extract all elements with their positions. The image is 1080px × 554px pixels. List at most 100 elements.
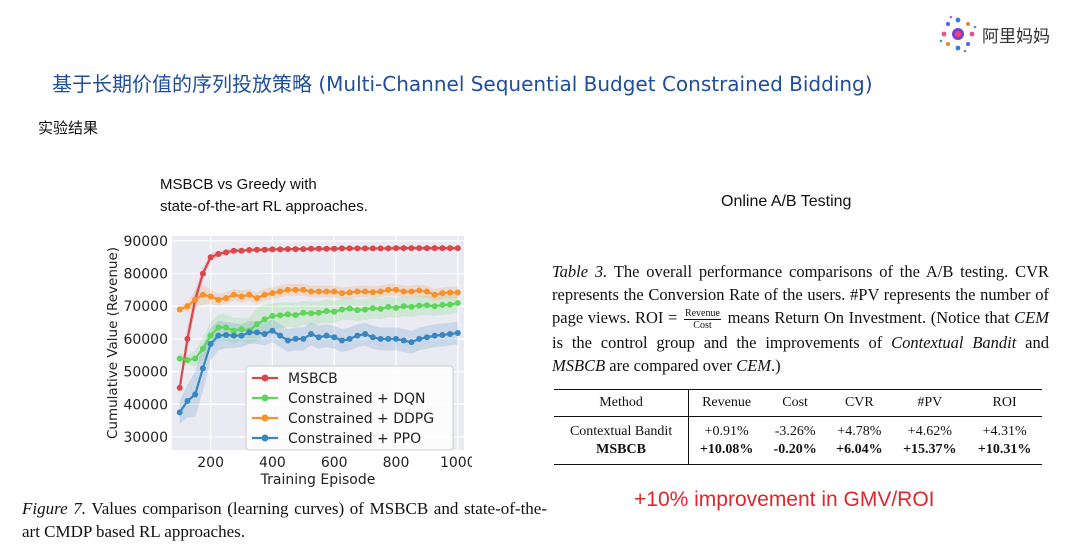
data-point: [416, 302, 423, 309]
cell-revenue: +10.08%: [699, 442, 754, 457]
table-header-row: Method Revenue Cost CVR #PV ROI: [554, 389, 1042, 417]
legend-label: MSBCB: [288, 371, 338, 387]
data-point: [176, 355, 183, 362]
y-tick-label: 50000: [123, 365, 168, 381]
data-point: [292, 335, 299, 342]
data-point: [223, 331, 230, 338]
data-point: [184, 303, 191, 310]
table-caption-part5: are compared over: [605, 355, 737, 375]
data-point: [385, 303, 392, 310]
data-point: [439, 290, 446, 297]
data-point: [454, 245, 461, 252]
data-point: [300, 246, 307, 253]
data-point: [423, 302, 430, 309]
data-point: [199, 345, 206, 352]
data-point: [447, 331, 454, 338]
table-caption-part6: .): [771, 355, 781, 375]
data-point: [385, 335, 392, 342]
data-point: [385, 286, 392, 293]
cell-cvr: +4.78%: [837, 424, 882, 439]
y-tick-label: 40000: [123, 397, 168, 413]
data-point: [377, 245, 384, 252]
y-tick-label: 80000: [123, 267, 168, 283]
data-point: [246, 329, 253, 336]
data-point: [192, 296, 199, 303]
cell-cvr: +6.04%: [836, 442, 883, 457]
data-point: [300, 309, 307, 316]
data-point: [308, 331, 315, 338]
data-point: [393, 245, 400, 252]
data-point: [292, 312, 299, 319]
cell-cost: -3.26%: [774, 424, 816, 439]
data-point: [269, 246, 276, 253]
data-point: [261, 316, 268, 323]
data-point: [253, 321, 260, 328]
data-point: [346, 305, 353, 312]
data-point: [284, 311, 291, 318]
data-point: [431, 245, 438, 252]
data-point: [385, 245, 392, 252]
data-point: [215, 332, 222, 339]
legend-label: Constrained + DDPG: [288, 411, 434, 427]
chart-heading-line2: state-of-the-art RL approaches.: [160, 198, 368, 215]
data-point: [253, 246, 260, 253]
data-point: [423, 334, 430, 341]
header-revenue: Revenue: [702, 395, 752, 410]
data-point: [416, 245, 423, 252]
data-point: [207, 254, 214, 261]
data-point: [277, 312, 284, 319]
data-point: [377, 305, 384, 312]
chart-heading-line1: MSBCB vs Greedy with: [160, 176, 317, 193]
data-point: [215, 324, 222, 331]
legend-marker: [261, 374, 269, 382]
data-point: [416, 335, 423, 342]
data-point: [230, 332, 237, 339]
data-point: [230, 291, 237, 298]
x-tick-label: 400: [259, 455, 286, 471]
data-point: [308, 310, 315, 317]
cell-cost: -0.20%: [773, 442, 817, 457]
data-point: [230, 327, 237, 334]
data-point: [331, 288, 338, 295]
data-point: [369, 289, 376, 296]
data-point: [238, 293, 245, 300]
data-point: [393, 304, 400, 311]
x-tick-label: 600: [321, 455, 348, 471]
confidence-band-1: [179, 293, 458, 367]
data-point: [362, 288, 369, 295]
header-pv: #PV: [917, 395, 943, 410]
brand-name: 阿里妈妈: [982, 26, 1050, 47]
table-caption-em4: CEM: [736, 355, 772, 375]
data-point: [331, 308, 338, 315]
data-point: [346, 289, 353, 296]
y-axis-label: Cumulative Value (Revenue): [105, 247, 121, 439]
legend-box: [245, 365, 454, 451]
data-point: [400, 288, 407, 295]
data-point: [408, 245, 415, 252]
data-point: [176, 384, 183, 391]
data-point: [269, 327, 276, 334]
ab-testing-title: Online A/B Testing: [721, 193, 852, 210]
data-point: [223, 295, 230, 302]
confidence-band-0: [179, 246, 458, 392]
data-point: [400, 303, 407, 310]
legend-label: Constrained + DQN: [288, 391, 426, 407]
data-point: [315, 334, 322, 341]
data-point: [439, 331, 446, 338]
data-point: [207, 340, 214, 347]
data-point: [354, 245, 361, 252]
data-point: [253, 329, 260, 336]
data-point: [176, 409, 183, 416]
data-point: [277, 246, 284, 253]
data-point: [246, 247, 253, 254]
data-point: [277, 288, 284, 295]
data-point: [454, 330, 461, 337]
data-point: [269, 290, 276, 297]
cell-roi: +4.31%: [982, 424, 1027, 439]
data-point: [416, 287, 423, 294]
page-title: 基于长期价值的序列投放策略 (Multi-Channel Sequential …: [52, 72, 873, 96]
legend-marker: [261, 434, 269, 442]
data-point: [184, 335, 191, 342]
data-point: [284, 246, 291, 253]
data-point: [346, 335, 353, 342]
